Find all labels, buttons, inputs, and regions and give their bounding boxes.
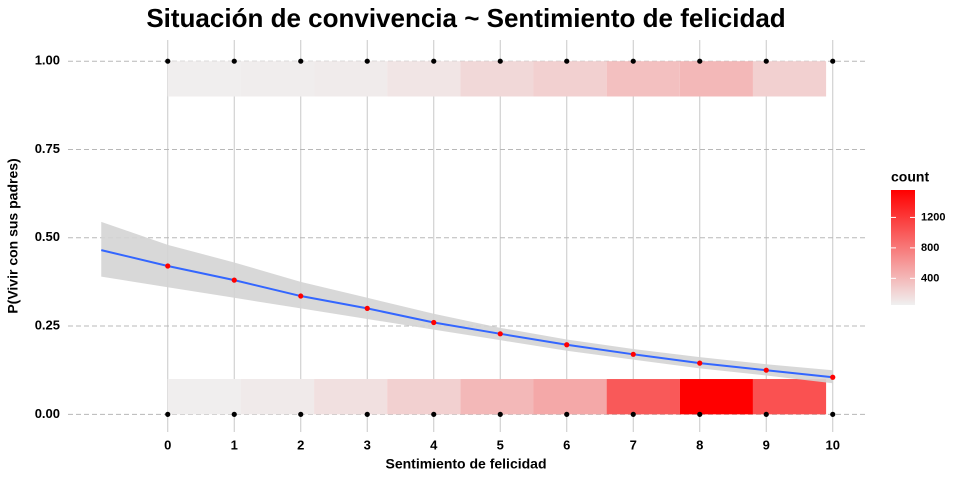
heat-tile [679, 61, 753, 97]
heat-tile [533, 61, 607, 97]
fitted-point [763, 367, 769, 373]
heat-tile [167, 61, 241, 97]
heat-tile [752, 379, 827, 415]
heat-tile [679, 379, 753, 415]
heat-tile [314, 379, 388, 415]
observed-point [697, 411, 703, 417]
observed-point [364, 411, 370, 417]
heat-tile [460, 379, 534, 415]
observed-point [431, 411, 437, 417]
observed-point [830, 411, 836, 417]
heat-tile [167, 379, 241, 415]
y-tick-label: 0.50 [35, 229, 60, 244]
observed-point [165, 58, 171, 64]
fitted-point [564, 342, 570, 348]
legend-tick-label: 400 [921, 272, 939, 284]
fitted-point [630, 351, 636, 357]
observed-point [763, 58, 769, 64]
observed-point [431, 58, 437, 64]
fitted-point [497, 331, 503, 337]
fitted-point [165, 263, 171, 269]
x-tick-label: 7 [630, 437, 637, 452]
x-tick-label: 0 [164, 437, 171, 452]
heat-tile [606, 61, 680, 97]
observed-point [564, 58, 570, 64]
observed-point [298, 411, 304, 417]
observed-point [497, 58, 503, 64]
x-tick-label: 9 [763, 437, 770, 452]
x-tick-label: 4 [430, 437, 438, 452]
observed-point [630, 411, 636, 417]
x-tick-label: 1 [231, 437, 238, 452]
chart-title: Situación de convivencia ~ Sentimiento d… [146, 3, 785, 33]
observed-point [497, 411, 503, 417]
x-tick-label: 2 [297, 437, 304, 452]
fitted-point [697, 360, 703, 366]
observed-point [830, 58, 836, 64]
y-tick-label: 0.25 [35, 317, 60, 332]
observed-point [231, 411, 237, 417]
heat-tile [460, 61, 534, 97]
heat-tile [387, 379, 461, 415]
fitted-point [431, 319, 437, 326]
heat-tile [240, 61, 315, 97]
fitted-point [231, 277, 237, 283]
legend-tick-label: 1200 [921, 211, 945, 223]
legend-tick-label: 800 [921, 242, 939, 254]
y-tick-label: 1.00 [35, 53, 60, 68]
fit-line [101, 249, 833, 379]
heat-tile [314, 61, 388, 97]
x-tick-label: 8 [696, 437, 703, 452]
legend-title: count [891, 169, 929, 185]
x-tick-label: 5 [497, 437, 504, 452]
x-tick-label: 6 [563, 437, 570, 452]
observed-point [697, 58, 703, 64]
heat-tile [752, 61, 827, 97]
x-tick-label: 10 [826, 437, 840, 452]
fitted-point [830, 374, 836, 380]
y-tick-label: 0.00 [35, 406, 60, 421]
heat-tile [606, 379, 680, 415]
observed-point [231, 58, 237, 64]
x-axis-label: Sentimiento de felicidad [385, 456, 546, 472]
observed-point [364, 58, 370, 64]
observed-point [630, 58, 636, 64]
x-tick-label: 3 [364, 437, 371, 452]
y-axis-label: P(Vivir con sus padres) [5, 158, 21, 313]
y-tick-label: 0.75 [35, 141, 60, 156]
confidence-band [101, 221, 833, 384]
heat-tile [387, 61, 461, 97]
fitted-point [298, 293, 304, 299]
observed-point [564, 411, 570, 417]
observed-point [165, 411, 171, 417]
heat-tile [240, 379, 315, 415]
observed-point [298, 58, 304, 64]
observed-point [763, 411, 769, 417]
heat-tile [533, 379, 607, 415]
fitted-point [364, 305, 370, 311]
